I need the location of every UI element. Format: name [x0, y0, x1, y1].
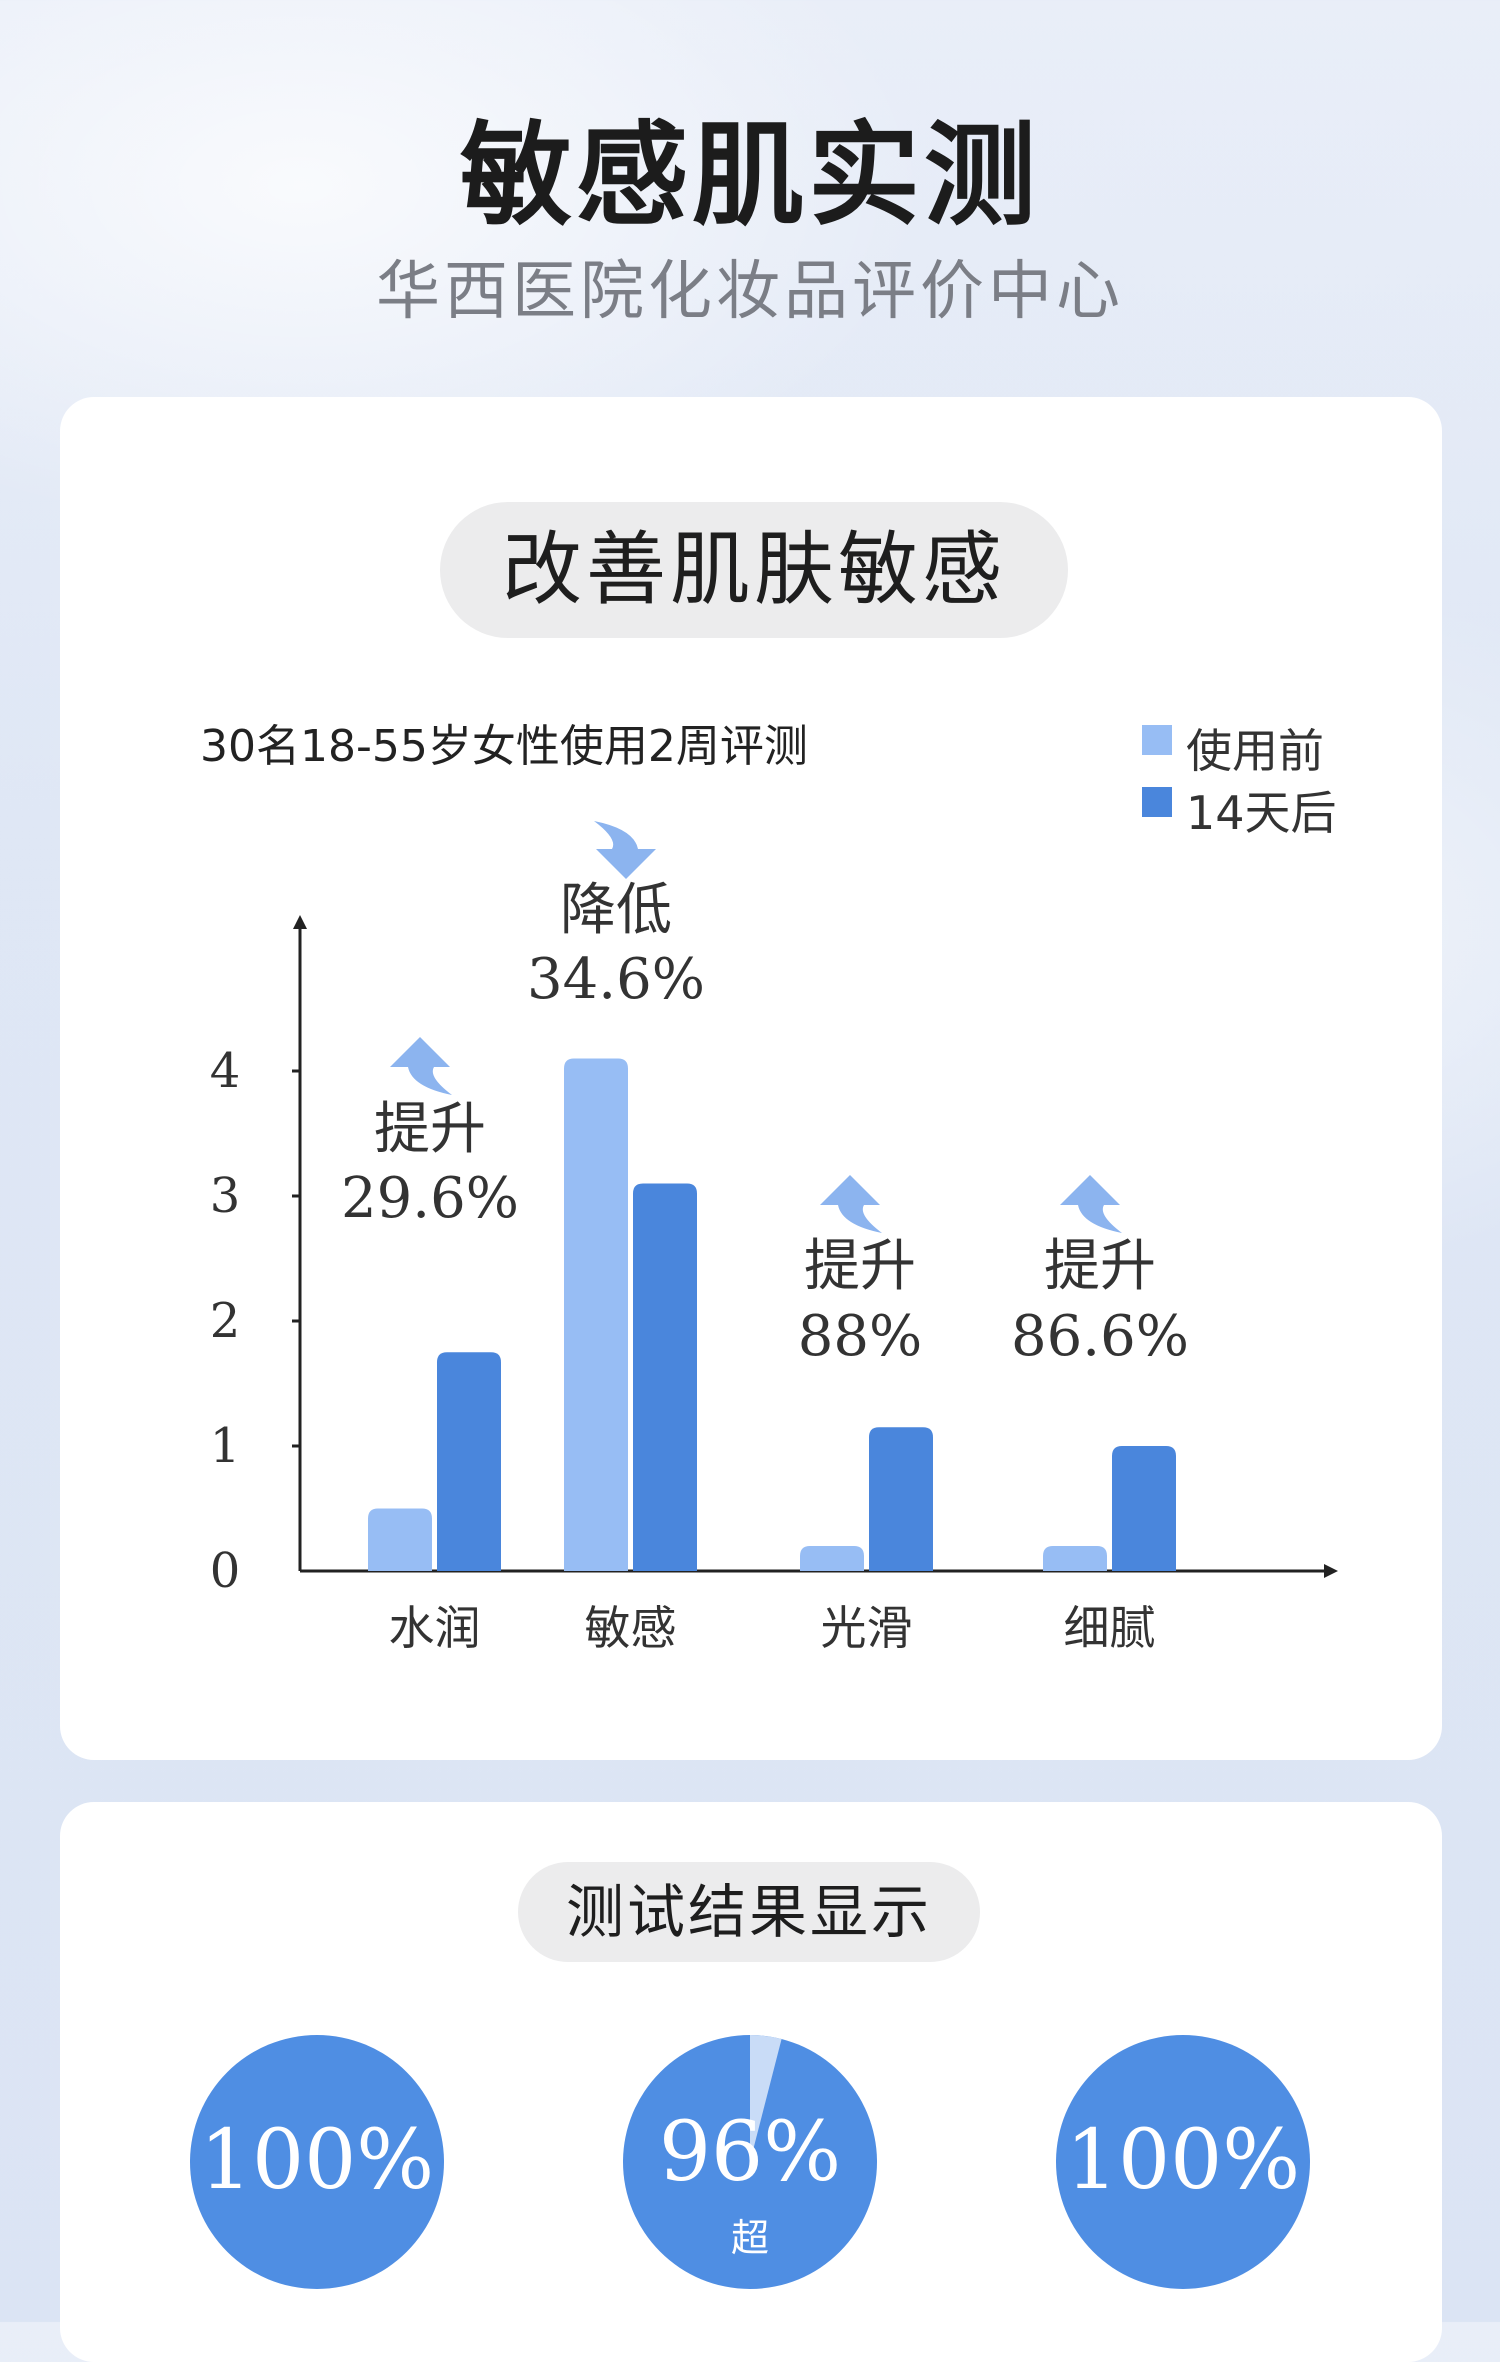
legend-swatch-after [1142, 787, 1172, 817]
result-circle-3: 100% [1056, 2035, 1310, 2289]
pie-remainder-slice [750, 2035, 782, 2162]
y-tick-label: 0 [210, 1543, 241, 1599]
improvement-card: 改善肌肤敏感 30名18-55岁女性使用2周评测 使用前 14天后 0 1 2 3 4 水… [60, 397, 1442, 1760]
arrow-up-icon [1060, 1175, 1122, 1233]
results-card: 测试结果显示 100% 96% 超 100% [60, 1802, 1442, 2362]
annotation-value: 86.6% [1011, 1304, 1189, 1369]
legend-swatch-before [1142, 725, 1172, 755]
bar-after [869, 1427, 933, 1571]
y-tick-label: 4 [210, 1043, 241, 1099]
result-value-1: 100% [199, 2113, 435, 2208]
annotation-label: 提升 [1044, 1234, 1156, 1299]
result-value-3: 100% [1065, 2113, 1301, 2208]
y-axis-arrow [293, 915, 307, 929]
bar-before [564, 1058, 628, 1571]
page-subtitle: 华西医院化妆品评价中心 [376, 255, 1124, 329]
result-circle-1: 100% [190, 2035, 444, 2289]
y-tick-label: 1 [210, 1418, 241, 1474]
legend-label-before: 使用前 [1186, 724, 1324, 778]
bar-before [1043, 1546, 1107, 1571]
bar-before [368, 1508, 432, 1571]
bar-after [1112, 1446, 1176, 1571]
result-pie [750, 2035, 782, 2162]
bar-before [800, 1546, 864, 1571]
annotation-value: 29.6% [341, 1166, 519, 1231]
study-note: 30名18-55岁女性使用2周评测 [200, 721, 808, 772]
annotation-value: 88% [798, 1304, 922, 1369]
result-circle-2: 96% 超 [623, 2035, 877, 2289]
bar-after [633, 1183, 697, 1571]
x-tick-label: 光滑 [821, 1601, 913, 1655]
y-tick-label: 3 [210, 1168, 241, 1224]
x-tick-label: 水润 [389, 1601, 481, 1655]
card-heading: 改善肌肤敏感 [440, 502, 1068, 638]
annotation-label: 提升 [804, 1234, 916, 1299]
legend-label-after: 14天后 [1186, 786, 1337, 840]
result-sub-2: 超 [730, 2216, 769, 2260]
x-tick-label: 敏感 [585, 1601, 677, 1655]
x-axis-arrow [1324, 1564, 1338, 1578]
arrow-down-icon [594, 821, 656, 879]
annotation-value: 34.6% [527, 947, 705, 1012]
x-tick-label: 细腻 [1064, 1601, 1156, 1655]
page-title: 敏感肌实测 [460, 111, 1040, 241]
y-tick-label: 2 [210, 1293, 241, 1349]
annotation-label: 提升 [374, 1097, 486, 1162]
arrow-up-icon [820, 1175, 882, 1233]
bar-after [437, 1352, 501, 1571]
result-value-2: 96% [658, 2105, 842, 2200]
arrow-up-icon [390, 1037, 452, 1095]
results-heading: 测试结果显示 [518, 1862, 980, 1962]
annotation-label: 降低 [560, 878, 672, 943]
